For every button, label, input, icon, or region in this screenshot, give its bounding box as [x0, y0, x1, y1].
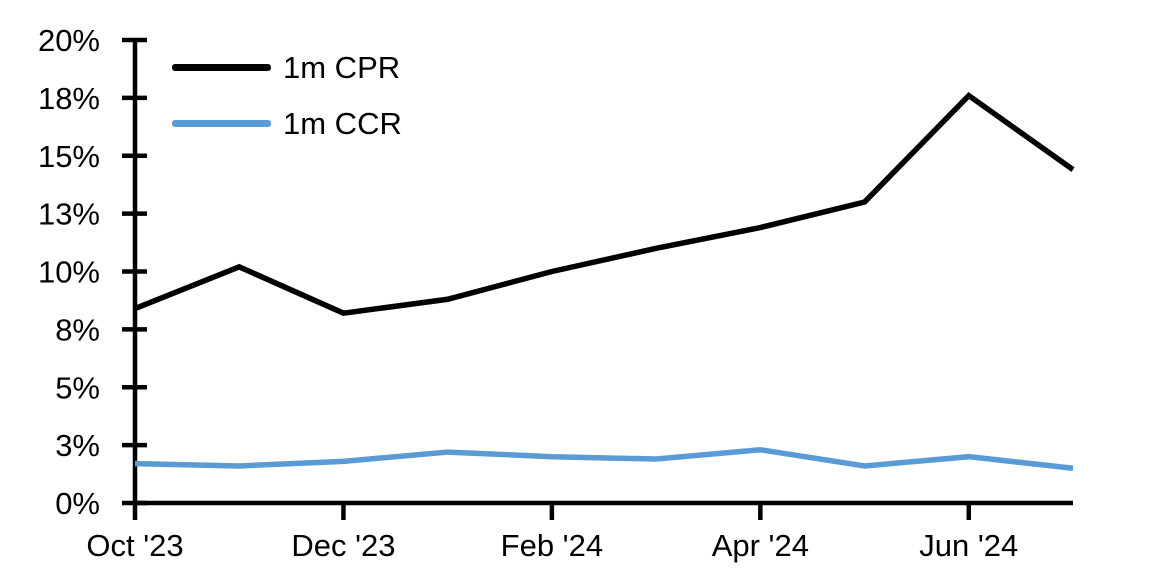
x-axis-label: Dec '23 — [291, 528, 395, 563]
x-axis-label: Feb '24 — [501, 528, 603, 563]
y-axis-label: 5% — [55, 370, 100, 405]
chart-legend: 1m CPR 1m CCR — [172, 46, 402, 158]
y-axis-label: 20% — [38, 23, 100, 58]
y-axis-label: 3% — [55, 428, 100, 463]
series-line-1m-ccr — [134, 446, 1074, 472]
legend-label-1m-ccr: 1m CCR — [283, 105, 402, 141]
x-axis-label: Jun '24 — [919, 528, 1018, 563]
y-axis-label: 8% — [55, 312, 100, 347]
x-axis-label: Apr '24 — [712, 528, 809, 563]
legend-swatch-1m-cpr — [172, 63, 271, 71]
legend-item-1m-ccr: 1m CCR — [172, 102, 402, 144]
y-axis-label: 0% — [55, 486, 100, 521]
y-axis-label: 15% — [38, 139, 100, 174]
y-axis-label: 10% — [38, 255, 100, 290]
legend-item-1m-cpr: 1m CPR — [172, 46, 402, 88]
series-line-1m-cpr — [133, 91, 1075, 316]
y-axis-label: 13% — [38, 197, 100, 232]
legend-swatch-1m-ccr — [172, 119, 271, 127]
y-axis-label: 18% — [38, 81, 100, 116]
x-axis-label: Oct '23 — [86, 528, 183, 563]
legend-label-1m-cpr: 1m CPR — [283, 49, 401, 85]
